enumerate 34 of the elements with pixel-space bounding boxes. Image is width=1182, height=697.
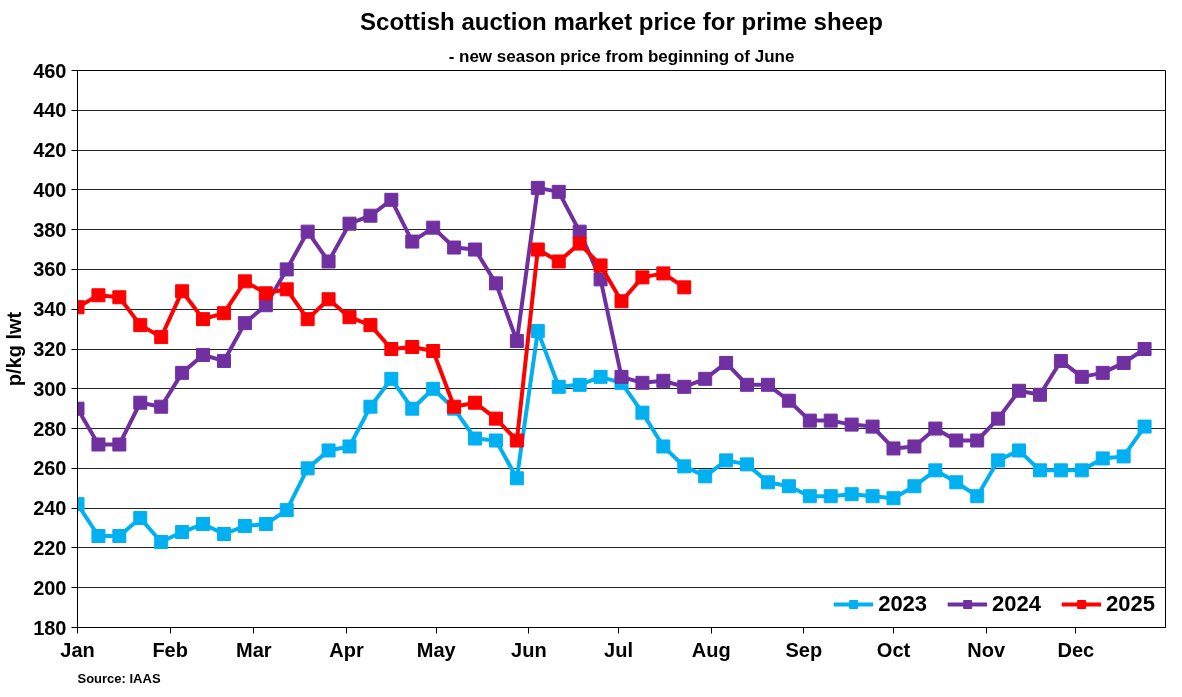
y-tick-label: 420 bbox=[33, 139, 67, 162]
legend-label: 2023 bbox=[878, 591, 928, 617]
legend-label: 2025 bbox=[1106, 591, 1155, 617]
y-tick-label: 340 bbox=[33, 298, 67, 321]
x-tick-label: Mar bbox=[236, 638, 272, 661]
y-tick-label: 220 bbox=[33, 536, 67, 559]
legend-label: 2024 bbox=[992, 591, 1042, 617]
y-tick-label: 440 bbox=[33, 99, 67, 122]
y-tick-label: 180 bbox=[33, 616, 67, 639]
y-tick-label: 280 bbox=[33, 417, 67, 440]
x-tick-label: Feb bbox=[152, 638, 188, 661]
y-tick-label: 460 bbox=[33, 59, 67, 82]
x-tick-label: Aug bbox=[691, 638, 731, 661]
x-tick-label: Oct bbox=[876, 638, 911, 661]
x-tick-label: Sep bbox=[785, 638, 823, 661]
x-tick-label: Apr bbox=[329, 638, 364, 661]
y-tick-label: 260 bbox=[33, 457, 67, 480]
x-tick-label: May bbox=[416, 638, 457, 661]
x-tick-label: Jun bbox=[511, 638, 547, 661]
x-tick-label: Dec bbox=[1057, 638, 1095, 661]
y-tick-label: 200 bbox=[33, 576, 67, 599]
source-note: Source: IAAS bbox=[77, 670, 161, 686]
y-tick-label: 300 bbox=[33, 377, 67, 400]
x-tick-label: Nov bbox=[967, 638, 1006, 661]
chart-title: Scottish auction market price for prime sheep bbox=[360, 7, 883, 35]
x-tick-label: Jul bbox=[604, 638, 633, 661]
y-tick-label: 400 bbox=[33, 178, 67, 201]
y-tick-label: 360 bbox=[33, 258, 67, 281]
y-tick-label: 380 bbox=[33, 218, 67, 241]
y-tick-label: 240 bbox=[33, 497, 67, 520]
chart-subtitle: - new season price from beginning of June bbox=[448, 46, 795, 66]
y-tick-label: 320 bbox=[33, 338, 67, 360]
y-axis-title: p/kg lwt bbox=[3, 311, 26, 387]
x-tick-label: Jan bbox=[60, 638, 95, 661]
